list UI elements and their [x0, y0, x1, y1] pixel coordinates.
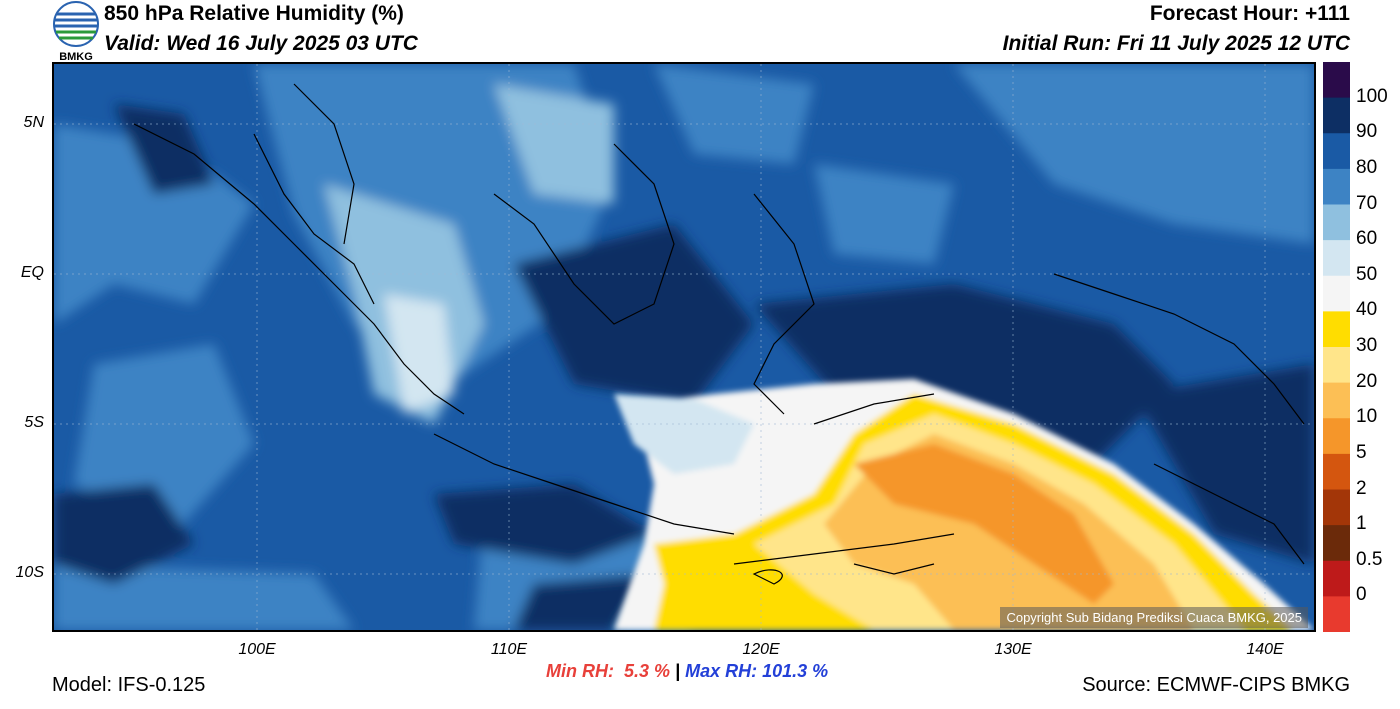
colorbar-label: 40: [1356, 299, 1378, 321]
max-rh: Max RH: 101.3 %: [685, 661, 828, 681]
bmkg-logo: BMKG: [53, 1, 99, 62]
colorbar-label: 60: [1356, 228, 1378, 250]
coastlines: [133, 83, 1305, 585]
humidity-map: Copyright Sub Bidang Prediksi Cuaca BMKG…: [52, 62, 1316, 632]
humidity-field: [54, 64, 1314, 630]
colorbar-swatch: [1323, 62, 1350, 99]
logo-text: BMKG: [59, 51, 93, 62]
max-rh-value: 101.3 %: [762, 661, 829, 681]
colorbar-swatch: [1323, 133, 1350, 170]
source-label: Source: ECMWF-CIPS BMKG: [1082, 674, 1350, 696]
valid-time: Valid: Wed 16 July 2025 03 UTC: [104, 32, 418, 55]
colorbar-label: 30: [1356, 335, 1378, 356]
colorbar-swatch: [1323, 311, 1350, 348]
max-rh-label: Max RH:: [685, 661, 758, 681]
colorbar-label: 2: [1356, 477, 1367, 499]
colorbar-swatch: [1323, 489, 1350, 526]
colorbar-swatch: [1323, 97, 1350, 134]
colorbar-label: 50: [1356, 263, 1378, 285]
min-rh-value: 5.3 %: [624, 661, 671, 681]
lon-tick-110e: 110E: [490, 641, 528, 658]
lat-tick-5s: 5S: [24, 414, 44, 431]
colorbar-swatch: [1323, 347, 1350, 384]
colorbar-label: 1: [1356, 513, 1367, 535]
lon-tick-140e: 140E: [1246, 641, 1284, 658]
lat-tick-eq: EQ: [20, 264, 44, 281]
lat-tick-10s: 10S: [15, 564, 44, 581]
initial-run: Initial Run: Fri 11 July 2025 12 UTC: [1002, 32, 1350, 55]
colorbar-swatch: [1323, 204, 1350, 241]
colorbar-label: 0.5: [1356, 548, 1383, 570]
colorbar-swatch: [1323, 596, 1350, 632]
colorbar-label: 90: [1356, 121, 1378, 143]
colorbar-swatch: [1323, 382, 1350, 419]
copyright-notice: Copyright Sub Bidang Prediksi Cuaca BMKG…: [1000, 607, 1308, 628]
lat-tick-5n: 5N: [23, 114, 44, 131]
min-rh-label: Min RH:: [546, 661, 614, 681]
colorbar-swatch: [1323, 453, 1350, 490]
model-label: Model: IFS-0.125: [52, 674, 206, 696]
colorbar-swatch: [1323, 418, 1350, 455]
lon-tick-130e: 130E: [994, 641, 1032, 658]
rh-stats: Min RH: 5.3 % | Max RH: 101.3 %: [546, 661, 828, 682]
forecast-hour: Forecast Hour: +111: [1149, 2, 1350, 25]
min-rh: Min RH: 5.3 %: [546, 661, 670, 681]
colorbar-label: 100: [1356, 85, 1388, 107]
lon-tick-120e: 120E: [742, 641, 780, 658]
stats-separator: |: [675, 661, 681, 681]
colorbar-label: 10: [1356, 406, 1378, 428]
colorbar-label: 20: [1356, 370, 1378, 392]
colorbar-swatch: [1323, 240, 1350, 277]
colorbar-label: 0: [1356, 584, 1367, 606]
colorbar-swatch: [1323, 275, 1350, 312]
colorbar-swatch: [1323, 560, 1350, 597]
map-title: 850 hPa Relative Humidity (%): [104, 2, 404, 25]
colorbar-swatch: [1323, 168, 1350, 205]
colorbar-label: 80: [1356, 156, 1378, 178]
colorbar-swatch: [1323, 525, 1350, 562]
colorbar-label: 70: [1356, 192, 1378, 214]
colorbar: [1323, 62, 1350, 632]
lon-tick-100e: 100E: [238, 641, 276, 658]
graticule: [54, 64, 1314, 630]
colorbar-label: 5: [1356, 441, 1367, 463]
